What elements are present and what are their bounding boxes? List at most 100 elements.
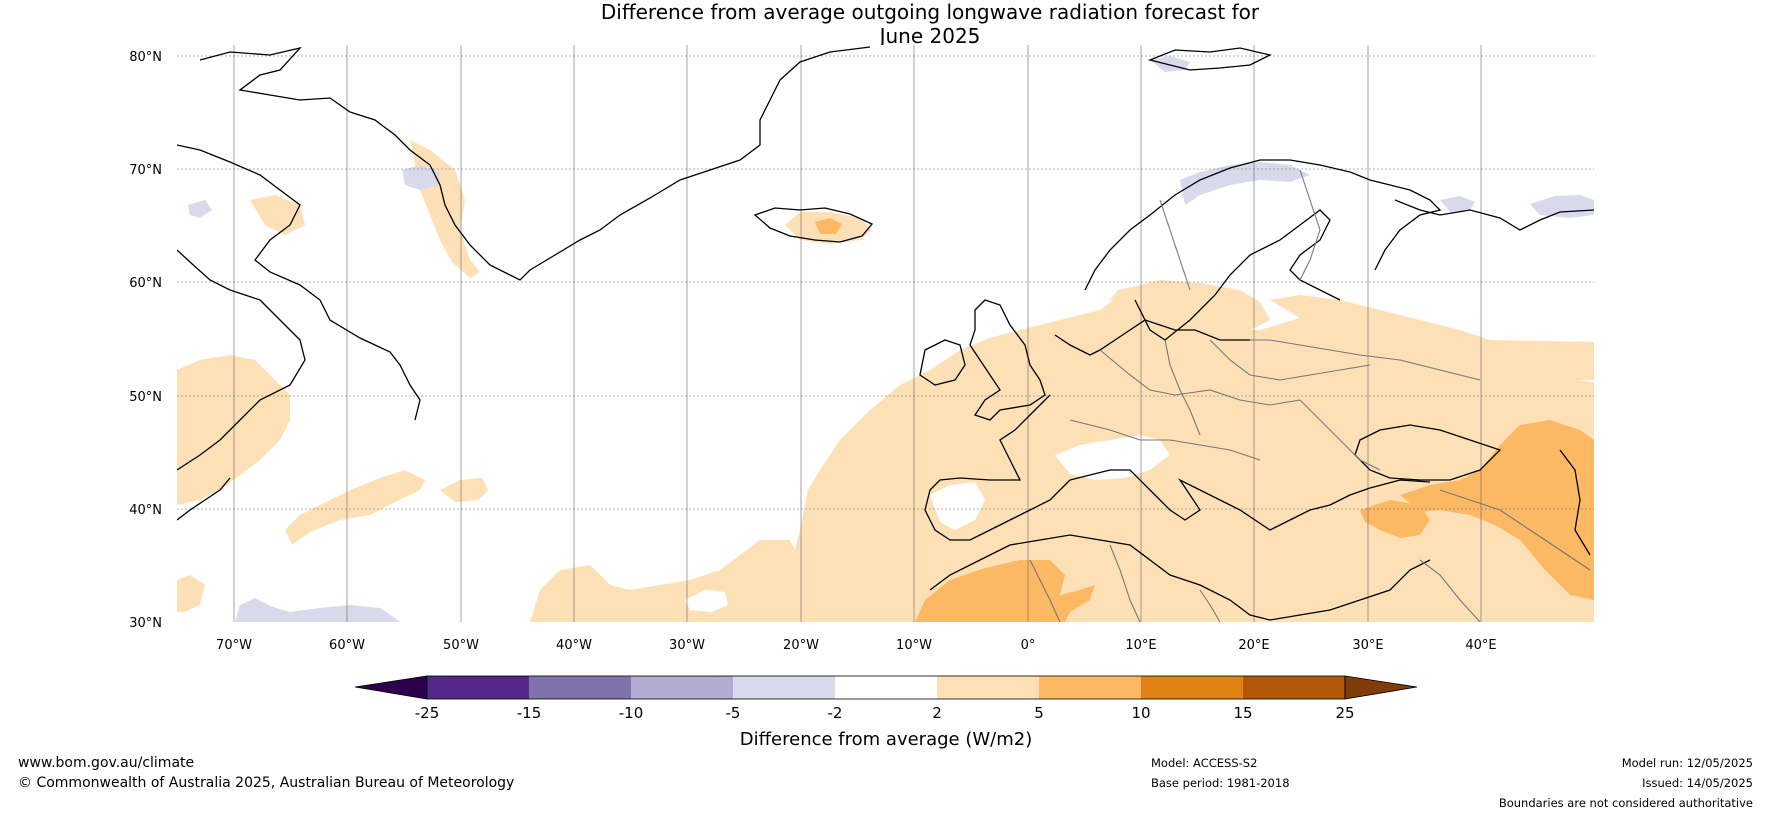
title-line-2: June 2025	[879, 24, 981, 48]
colorbar-bin-1	[427, 676, 529, 699]
lat-label-60n: 60°N	[129, 276, 162, 291]
coastline-europe-west	[1054, 319, 1250, 356]
colorbar-tick-7: 5	[1034, 704, 1044, 722]
colorbar-bin-3	[631, 676, 733, 699]
coastline-baffin	[177, 144, 421, 421]
colorbar-tick-9: 15	[1233, 704, 1252, 722]
colorbar-title: Difference from average (W/m2)	[740, 729, 1032, 750]
footer-website[interactable]: www.bom.gov.au/climate	[18, 755, 195, 771]
colorbar-tick-5: -2	[828, 704, 843, 722]
lon-label-10e: 10°E	[1125, 638, 1156, 653]
footer-copyright: © Commonwealth of Australia 2025, Austra…	[18, 775, 515, 791]
lat-label-40n: 40°N	[129, 503, 162, 518]
colorbar-tick-6: 2	[932, 704, 942, 722]
colorbar-tick-10: 25	[1335, 704, 1354, 722]
anomaly-region-atlantic-4	[177, 575, 205, 612]
border-1	[1164, 339, 1201, 436]
title-line-1: Difference from average outgoing longwav…	[600, 0, 1260, 24]
coastlines	[177, 46, 1594, 621]
lat-label-70n: 70°N	[129, 163, 162, 178]
coastline-mediterranean-north	[1069, 469, 1431, 531]
colorbar-extend-max	[1344, 675, 1418, 700]
colorbar-bin-4	[733, 676, 835, 699]
colorbar-tick-4: -5	[726, 704, 741, 722]
graticule	[177, 45, 1594, 622]
negative-region-atlantic-south	[235, 598, 400, 622]
lat-label-50n: 50°N	[129, 390, 162, 405]
colorbar-tick-2: -15	[517, 704, 542, 722]
anomaly-region-baltic	[1270, 295, 1594, 380]
anomaly-region-canada	[250, 195, 305, 235]
anomaly-region-atlantic-1	[285, 470, 425, 545]
coastline-north-africa	[929, 534, 1431, 621]
border-8	[1109, 544, 1141, 622]
coastline-sweden-baltic	[1134, 209, 1341, 341]
lon-label-20w: 20°W	[783, 638, 819, 653]
lon-label-0: 0°	[1021, 638, 1036, 653]
neutral-region-atlantic	[685, 590, 728, 612]
coastline-norway	[1084, 159, 1442, 291]
negative-region-baffin	[188, 200, 212, 218]
footer-base-period: Base period: 1981-2018	[1151, 776, 1290, 790]
lon-label-30e: 30°E	[1352, 638, 1383, 653]
colorbar-bin-8	[1141, 676, 1243, 699]
footer-issued: Issued: 14/05/2025	[1642, 776, 1753, 790]
lon-label-50w: 50°W	[443, 638, 479, 653]
colorbar-extend-min	[354, 675, 428, 700]
border-2	[1099, 349, 1301, 406]
anomaly-shading	[177, 45, 1594, 622]
colorbar-bin-9	[1243, 676, 1345, 699]
footer-disclaimer: Boundaries are not considered authoritat…	[1498, 796, 1753, 810]
border-9	[1199, 589, 1221, 622]
negative-region-kola-2	[1530, 195, 1594, 218]
country-borders	[1029, 169, 1591, 622]
coastline-greenland	[199, 46, 871, 281]
footer-model-run: Model run: 12/05/2025	[1621, 756, 1753, 770]
coastline-canada-east	[177, 477, 231, 521]
coastline-caspian	[1559, 449, 1591, 556]
footer-model: Model: ACCESS-S2	[1151, 756, 1258, 770]
negative-region-greenland	[402, 165, 440, 190]
anomaly-region-sahara	[915, 560, 1095, 622]
anomaly-region-anatolia	[1360, 500, 1430, 538]
colorbar-tick-3: -10	[619, 704, 644, 722]
lat-label-80n: 80°N	[129, 50, 162, 65]
anomaly-region-scandinavia-south	[1110, 280, 1270, 330]
anomaly-region-atlantic-3	[530, 540, 810, 622]
border-10	[1419, 559, 1481, 622]
latitude-labels: 80°N 70°N 60°N 50°N 40°N 30°N	[129, 50, 162, 631]
coastline-russia-north	[1394, 199, 1594, 231]
border-6	[1250, 339, 1481, 381]
border-12	[1299, 169, 1321, 281]
colorbar-outline	[426, 675, 1346, 700]
longitude-labels: 70°W 60°W 50°W 40°W 30°W 20°W 10°W 0° 10…	[216, 638, 1497, 653]
negative-region-scandinavia	[1180, 162, 1310, 205]
border-4	[1069, 419, 1261, 461]
lon-label-60w: 60°W	[329, 638, 365, 653]
lon-label-30w: 30°W	[669, 638, 705, 653]
lon-label-40e: 40°E	[1465, 638, 1496, 653]
anomaly-region-labrador	[177, 355, 290, 505]
colorbar-bin-2	[529, 676, 631, 699]
anomaly-region-atlantic-2	[440, 478, 488, 502]
coastline-france-iberia	[924, 394, 1071, 541]
anomaly-region-caspian	[1400, 420, 1594, 600]
coastline-uk	[969, 299, 1046, 421]
anomaly-region-iceland-core	[815, 218, 842, 234]
coastline-labrador	[177, 249, 306, 471]
map-title: Difference from average outgoing longwav…	[0, 0, 1770, 48]
colorbar-bin-7	[1039, 676, 1141, 699]
lon-label-20e: 20°E	[1238, 638, 1269, 653]
colorbar-tick-1: -25	[415, 704, 440, 722]
coastline-black-sea	[1354, 424, 1502, 481]
border-3	[1209, 339, 1371, 381]
border-5	[1299, 399, 1381, 471]
negative-region-kola	[1440, 196, 1475, 212]
colorbar-tick-8: 10	[1131, 704, 1150, 722]
coastline-ireland	[919, 339, 966, 386]
lon-label-70w: 70°W	[216, 638, 252, 653]
colorbar: -25 -15 -10 -5 -2 2 5 10 15 25 Differenc…	[354, 675, 1418, 750]
neutral-region-iberia	[930, 482, 985, 530]
border-13	[1439, 489, 1591, 571]
